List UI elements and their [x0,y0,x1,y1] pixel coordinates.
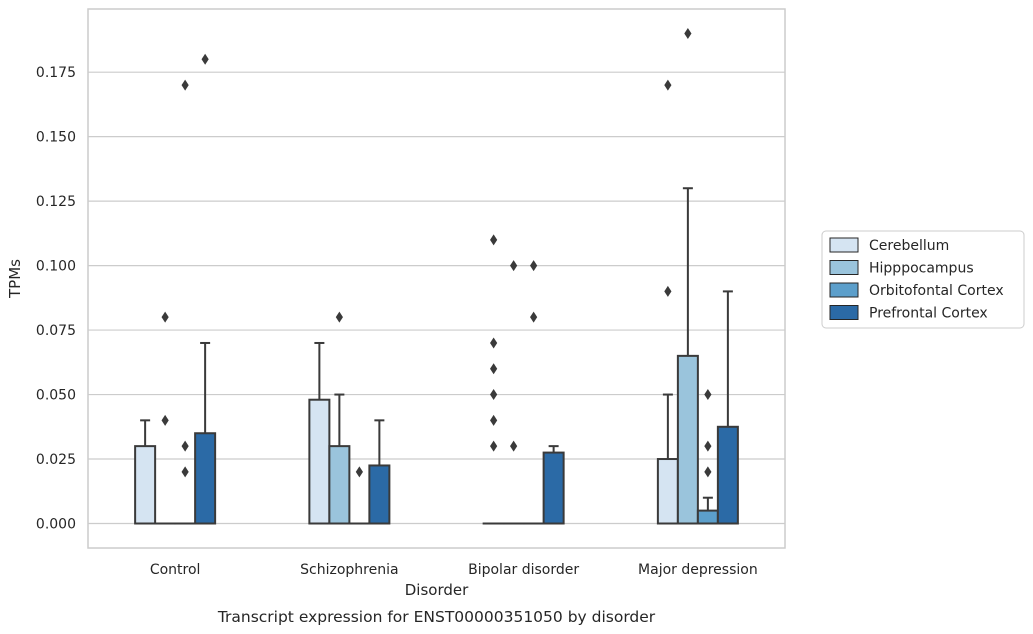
legend-swatch [829,305,859,320]
box-body [676,354,699,525]
box-cerebellum [134,419,157,525]
legend-label: Orbitofontal Cortex [869,283,1004,299]
plot-frame [87,8,786,549]
box-prefrontal-cortex [368,419,391,525]
outlier-point [490,389,498,401]
legend-label: Hipppocampus [869,261,974,277]
box-body [656,458,679,525]
outlier-point [664,79,672,91]
box-body [542,451,565,525]
legend-swatch [829,260,859,275]
outlier-point [335,311,343,323]
box-body [696,509,719,525]
outlier-point [490,337,498,349]
x-axis-label: Disorder [405,581,469,599]
box-body [194,432,217,525]
outlier-point [490,414,498,426]
outlier-point [510,440,518,452]
box-body [716,425,739,525]
box-body [308,398,331,525]
outlier-point [510,260,518,272]
y-tick-label: 0.025 [36,452,76,468]
outlier-point [664,285,672,297]
outlier-point [704,466,712,478]
box-prefrontal-cortex [194,53,217,525]
box-hipppocampus [154,311,177,525]
outlier-point [684,28,692,39]
box-orbitofontal-cortex [174,79,197,525]
outlier-point [490,234,498,246]
y-tick-label: 0.150 [36,130,76,146]
legend-swatch [829,282,859,298]
y-tick-label: 0.125 [36,194,76,210]
outlier-point [490,363,498,375]
outlier-point [530,311,538,323]
outlier-point [181,466,189,478]
legend: Cerebellum Hipppocampus Orbitofontal Corte… [821,230,1025,329]
box-hipppocampus [502,260,525,525]
box-cerebellum [482,234,505,525]
y-axis-label: TPMs [6,259,24,299]
x-tick-label: Bipolar disorder [468,562,579,578]
y-tick-label: 0.000 [36,517,76,533]
legend-label: Prefrontal Cortex [869,306,988,322]
chart-caption: Transcript expression for ENST0000035105… [217,608,656,626]
tick-layer: 0.000 0.025 0.050 0.075 0.100 0.125 0.150 0.175… [36,65,758,578]
box-body [328,445,351,525]
box-body [134,445,157,525]
box-orbitofontal-cortex [522,260,545,525]
x-tick-label: Schizophrenia [300,562,398,578]
y-tick-label: 0.175 [36,65,76,81]
outlier-point [704,389,712,401]
outlier-point [201,53,209,65]
outlier-point [181,440,189,452]
box-hipppocampus [328,311,351,525]
legend-swatch [829,237,859,253]
legend-frame [821,230,1025,329]
box-orbitofontal-cortex [696,389,719,525]
box-orbitofontal-cortex [348,466,371,525]
box-hipppocampus [676,28,699,525]
y-tick-label: 0.075 [36,323,76,339]
outlier-point [704,440,712,452]
box-cerebellum [656,79,679,525]
legend-label: Cerebellum [869,238,949,254]
outlier-point [181,79,189,91]
y-tick-label: 0.100 [36,259,76,275]
outlier-point [490,440,498,452]
y-tick-label: 0.050 [36,388,76,404]
box-layer [134,28,739,525]
box-prefrontal-cortex [716,290,739,525]
outlier-point [161,311,169,323]
box-cerebellum [308,341,331,525]
outlier-point [530,260,538,272]
outlier-point [161,414,169,426]
x-tick-label: Major depression [638,562,758,578]
outlier-point [355,466,363,478]
x-tick-label: Control [150,562,201,578]
box-prefrontal-cortex [542,445,565,525]
box-body [368,464,391,525]
